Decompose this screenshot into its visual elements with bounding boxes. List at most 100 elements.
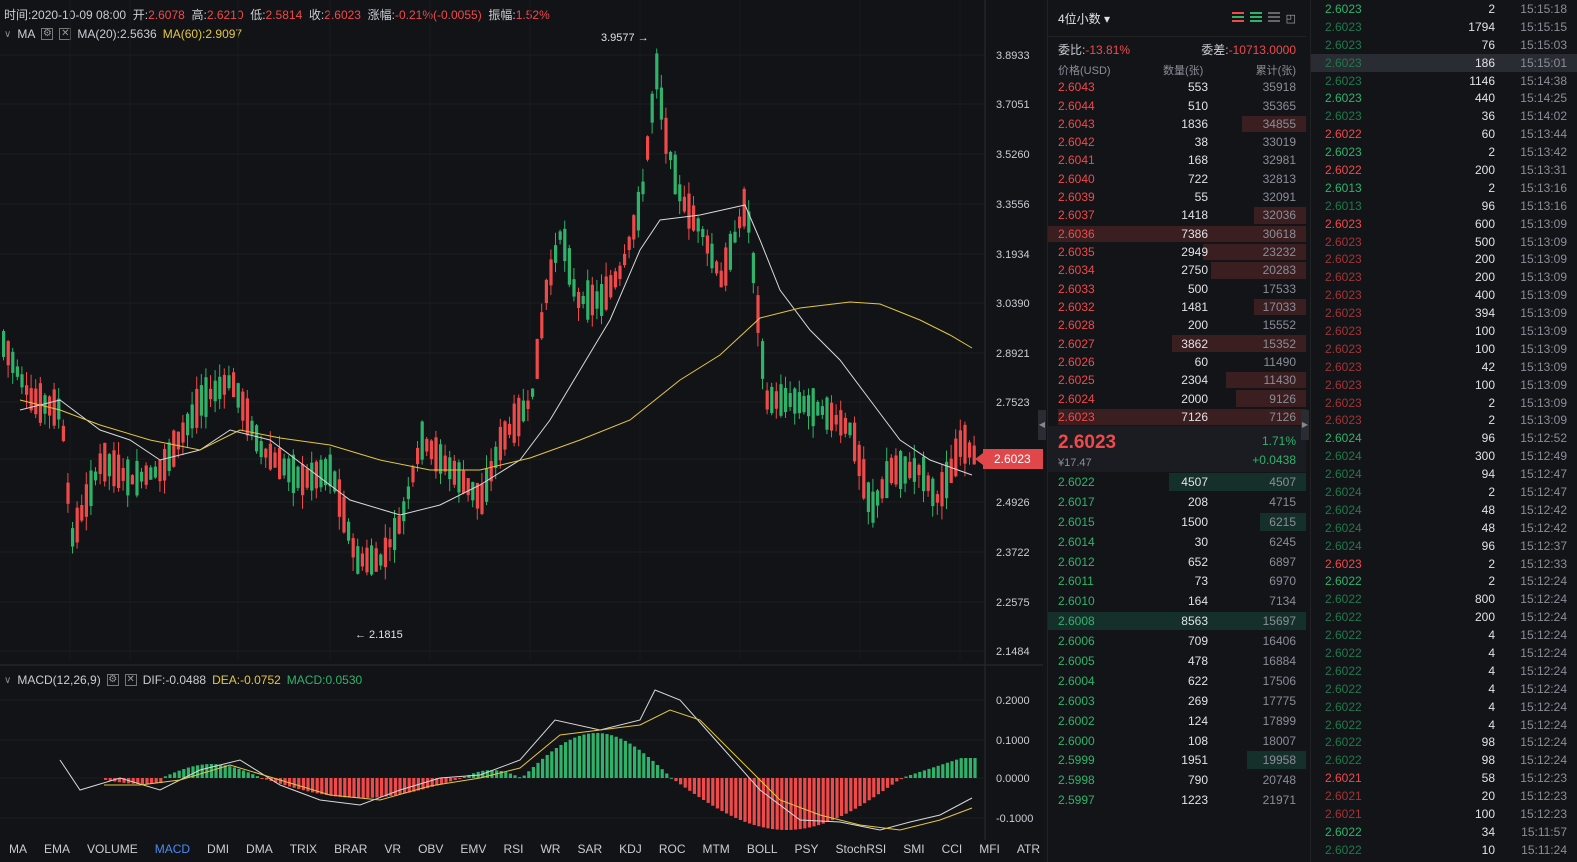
macd-bar bbox=[752, 778, 756, 825]
book-row-bid[interactable]: 2.6012 652 6897 bbox=[1048, 552, 1306, 572]
book-row-ask[interactable]: 2.6025 2304 11430 bbox=[1048, 371, 1306, 389]
book-row-ask[interactable]: 2.6028 200 15552 bbox=[1048, 316, 1306, 334]
book-row-ask[interactable]: 2.6023 7126 7126 bbox=[1048, 408, 1306, 426]
price-cell: 2.6043 bbox=[1058, 116, 1095, 131]
price-cell: 2.6008 bbox=[1058, 614, 1095, 629]
book-row-bid[interactable]: 2.6003 269 17775 bbox=[1048, 691, 1306, 711]
chart-canvas[interactable]: 3.8933 3.7051 3.5260 3.3556 3.1934 3.0390 2.89… bbox=[0, 0, 1043, 862]
indicator-tab-ma[interactable]: MA bbox=[9, 842, 27, 856]
indicator-tab-cci[interactable]: CCI bbox=[941, 842, 963, 856]
candle bbox=[20, 366, 24, 395]
book-row-ask[interactable]: 2.6036 7386 30618 bbox=[1048, 225, 1306, 243]
chevron-down-icon[interactable]: ∨ bbox=[4, 28, 12, 40]
indicator-tab-dmi[interactable]: DMI bbox=[207, 842, 230, 856]
book-columns: 价格(USD) 数量(张) 累计(张) bbox=[1058, 65, 1296, 77]
indicator-tab-trix[interactable]: TRIX bbox=[289, 842, 318, 856]
book-row-ask[interactable]: 2.6026 60 11490 bbox=[1048, 353, 1306, 371]
collapse-left-handle[interactable]: ◀ bbox=[1038, 410, 1046, 440]
candle bbox=[880, 476, 884, 504]
macd-bar bbox=[674, 778, 678, 782]
candle bbox=[324, 457, 328, 491]
qty-cell: 1951 bbox=[1181, 753, 1208, 768]
book-row-ask[interactable]: 2.6037 1418 32036 bbox=[1048, 206, 1306, 224]
decimals-select[interactable]: 4位小数 ▾ bbox=[1058, 11, 1111, 26]
book-row-ask[interactable]: 2.6043 1836 34855 bbox=[1048, 115, 1306, 133]
trade-history: 2.6023 2 15:15:18 2.6023 1794 15:15:15 2.6023 7… bbox=[1310, 0, 1577, 862]
indicator-tab-boll[interactable]: BOLL bbox=[746, 842, 778, 856]
asks-view-icon[interactable] bbox=[1267, 11, 1280, 22]
book-row-bid[interactable]: 2.5998 790 20748 bbox=[1048, 770, 1306, 790]
indicator-tab-smi[interactable]: SMI bbox=[903, 842, 925, 856]
indicator-tab-kdj[interactable]: KDJ bbox=[619, 842, 642, 856]
book-row-ask[interactable]: 2.6032 1481 17033 bbox=[1048, 298, 1306, 316]
book-row-bid[interactable]: 2.6002 124 17899 bbox=[1048, 711, 1306, 731]
book-row-bid[interactable]: 2.5999 1951 19958 bbox=[1048, 750, 1306, 770]
candle bbox=[834, 404, 838, 432]
qty-cell: 553 bbox=[1187, 80, 1208, 95]
book-row-ask[interactable]: 2.6039 55 32091 bbox=[1048, 188, 1306, 206]
gear-icon[interactable]: ⚙ bbox=[41, 28, 54, 40]
trade-time: 15:12:24 bbox=[1520, 681, 1567, 696]
collapse-right-handle[interactable]: ▶ bbox=[1301, 410, 1309, 440]
indicator-tab-vr[interactable]: VR bbox=[384, 842, 402, 856]
asks-list: 2.6043 553 35918 2.6044 510 35365 2.6043 1836 34… bbox=[1048, 78, 1306, 426]
book-row-ask[interactable]: 2.6041 168 32981 bbox=[1048, 151, 1306, 169]
close-icon[interactable]: ✕ bbox=[59, 28, 72, 40]
indicator-tab-roc[interactable]: ROC bbox=[658, 842, 686, 856]
close-icon[interactable]: ✕ bbox=[124, 674, 137, 686]
fullscreen-icon[interactable]: ◰ bbox=[1285, 12, 1296, 25]
candle bbox=[71, 521, 75, 554]
chevron-down-icon[interactable]: ∨ bbox=[4, 674, 12, 686]
indicator-tab-rsi[interactable]: RSI bbox=[503, 842, 524, 856]
book-row-ask[interactable]: 2.6034 2750 20283 bbox=[1048, 261, 1306, 279]
indicator-tab-obv[interactable]: OBV bbox=[418, 842, 444, 856]
book-row-ask[interactable]: 2.6024 2000 9126 bbox=[1048, 389, 1306, 407]
candle bbox=[876, 489, 880, 518]
indicator-tab-psy[interactable]: PSY bbox=[794, 842, 819, 856]
book-row-bid[interactable]: 2.6008 8563 15697 bbox=[1048, 611, 1306, 631]
indicator-tab-mfi[interactable]: MFI bbox=[979, 842, 1000, 856]
indicator-tab-emv[interactable]: EMV bbox=[460, 842, 487, 856]
book-row-bid[interactable]: 2.6005 478 16884 bbox=[1048, 651, 1306, 671]
indicator-tab-volume[interactable]: VOLUME bbox=[87, 842, 138, 856]
book-row-ask[interactable]: 2.6027 3862 15352 bbox=[1048, 334, 1306, 352]
book-row-bid[interactable]: 2.6015 1500 6215 bbox=[1048, 512, 1306, 532]
kline-chart[interactable]: 时间:2020-10-09 08:00 开:2.6078 高:2.6210 低:… bbox=[0, 0, 1176, 862]
candle bbox=[489, 448, 493, 492]
book-row-ask[interactable]: 2.6043 553 35918 bbox=[1048, 78, 1306, 96]
indicator-tab-dma[interactable]: DMA bbox=[246, 842, 273, 856]
book-row-bid[interactable]: 2.6022 4507 4507 bbox=[1048, 472, 1306, 492]
book-row-bid[interactable]: 2.6010 164 7134 bbox=[1048, 591, 1306, 611]
candle bbox=[406, 476, 410, 509]
cum-cell: 35365 bbox=[1262, 98, 1296, 113]
book-row-bid[interactable]: 2.5997 1223 21971 bbox=[1048, 790, 1306, 810]
gear-icon[interactable]: ⚙ bbox=[106, 674, 119, 686]
book-row-bid[interactable]: 2.6011 73 6970 bbox=[1048, 571, 1306, 591]
indicator-tab-stochrsi[interactable]: StochRSI bbox=[835, 842, 887, 856]
price-cell: 2.6035 bbox=[1058, 245, 1095, 260]
indicator-tab-sar[interactable]: SAR bbox=[577, 842, 603, 856]
indicator-tab-wr[interactable]: WR bbox=[540, 842, 561, 856]
indicator-tab-mtm[interactable]: MTM bbox=[702, 842, 730, 856]
trade-qty: 100 bbox=[1474, 377, 1495, 392]
book-row-ask[interactable]: 2.6035 2949 23232 bbox=[1048, 243, 1306, 261]
book-row-ask[interactable]: 2.6042 38 33019 bbox=[1048, 133, 1306, 151]
cum-cell: 17506 bbox=[1262, 673, 1296, 688]
indicator-tab-macd[interactable]: MACD bbox=[154, 842, 191, 856]
book-row-bid[interactable]: 2.6000 108 18007 bbox=[1048, 731, 1306, 751]
book-row-bid[interactable]: 2.6014 30 6245 bbox=[1048, 532, 1306, 552]
book-row-bid[interactable]: 2.6017 208 4715 bbox=[1048, 492, 1306, 512]
indicator-tab-atr[interactable]: ATR bbox=[1016, 842, 1041, 856]
bids-view-icon[interactable] bbox=[1249, 11, 1262, 22]
indicator-tab-ema[interactable]: EMA bbox=[44, 842, 71, 856]
trade-qty: 76 bbox=[1481, 37, 1495, 52]
both-sides-view-icon[interactable] bbox=[1231, 11, 1244, 22]
macd-bar bbox=[228, 766, 232, 778]
indicator-tab-brar[interactable]: BRAR bbox=[334, 842, 368, 856]
book-row-bid[interactable]: 2.6004 622 17506 bbox=[1048, 671, 1306, 691]
book-row-ask[interactable]: 2.6040 722 32813 bbox=[1048, 170, 1306, 188]
macd-bar bbox=[306, 778, 310, 792]
book-row-ask[interactable]: 2.6044 510 35365 bbox=[1048, 96, 1306, 114]
book-row-bid[interactable]: 2.6006 709 16406 bbox=[1048, 631, 1306, 651]
book-row-ask[interactable]: 2.6033 500 17533 bbox=[1048, 280, 1306, 298]
